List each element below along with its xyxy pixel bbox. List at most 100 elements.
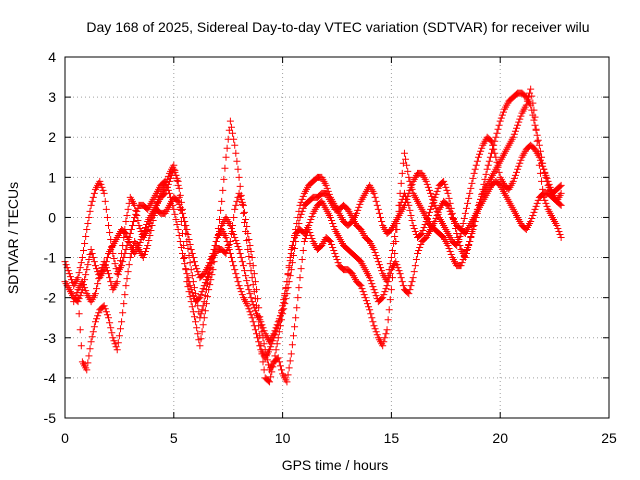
- data-point: [419, 226, 427, 234]
- data-point: [542, 199, 550, 207]
- data-point: [200, 314, 208, 322]
- data-point: [385, 306, 393, 314]
- data-point: [405, 290, 413, 298]
- data-point: [88, 250, 96, 258]
- data-point: [103, 213, 111, 221]
- data-point: [272, 346, 280, 354]
- data-point: [234, 243, 242, 251]
- x-tick-label: 0: [61, 430, 69, 446]
- data-point: [175, 231, 183, 239]
- data-point: [371, 249, 379, 257]
- data-point: [162, 180, 170, 188]
- data-point: [180, 213, 188, 221]
- data-point: [515, 162, 523, 170]
- data-point: [447, 251, 455, 259]
- data-point: [276, 362, 284, 370]
- data-point: [222, 153, 230, 161]
- data-point: [188, 250, 196, 258]
- data-point: [287, 246, 295, 254]
- data-point: [85, 213, 93, 221]
- data-point: [257, 318, 265, 326]
- data-point: [171, 166, 179, 174]
- data-point: [378, 295, 386, 303]
- data-point: [386, 296, 394, 304]
- data-point: [202, 276, 210, 284]
- chart-title: Day 168 of 2025, Sidereal Day-to-day VTE…: [86, 19, 589, 35]
- data-point: [289, 332, 297, 340]
- data-point: [231, 234, 239, 241]
- data-point: [524, 93, 532, 101]
- data-point: [184, 274, 192, 282]
- data-point: [295, 284, 303, 292]
- data-point: [115, 264, 123, 272]
- data-point: [513, 168, 521, 176]
- data-point: [467, 184, 475, 192]
- data-point: [134, 216, 142, 224]
- data-point: [78, 278, 86, 286]
- data-point: [484, 161, 492, 169]
- data-point: [283, 278, 291, 286]
- data-point: [280, 299, 288, 307]
- data-point: [476, 150, 484, 158]
- data-point: [198, 306, 206, 314]
- data-point: [517, 112, 525, 120]
- data-point: [103, 311, 111, 319]
- data-point: [322, 181, 330, 189]
- data-point: [103, 254, 111, 262]
- data-point: [461, 250, 469, 258]
- data-point: [207, 256, 215, 264]
- data-point: [375, 261, 383, 269]
- data-point: [91, 290, 99, 298]
- data-point: [395, 267, 403, 275]
- data-point: [189, 254, 197, 262]
- y-tick-label: 0: [48, 209, 56, 225]
- data-point: [184, 230, 192, 238]
- data-point: [534, 196, 542, 204]
- data-point: [494, 125, 502, 133]
- data-point: [93, 265, 101, 273]
- data-point: [371, 325, 379, 333]
- data-point: [250, 270, 258, 278]
- data-point: [230, 262, 238, 270]
- data-point: [355, 203, 363, 211]
- data-point: [292, 314, 300, 322]
- data-point: [287, 350, 295, 358]
- data-point: [306, 218, 314, 226]
- data-point: [298, 195, 306, 203]
- data-point: [171, 210, 179, 218]
- data-point: [298, 256, 306, 264]
- data-point: [494, 163, 502, 171]
- data-point: [122, 217, 130, 225]
- data-point: [538, 159, 546, 167]
- data-point: [96, 177, 104, 185]
- data-point: [490, 145, 498, 153]
- data-point: [234, 278, 242, 286]
- data-point: [427, 189, 435, 197]
- data-point: [245, 305, 253, 313]
- data-point: [372, 197, 380, 205]
- data-point: [305, 221, 313, 229]
- data-point: [405, 173, 413, 181]
- data-point: [294, 213, 302, 221]
- data-point: [121, 291, 129, 299]
- data-point: [543, 174, 551, 182]
- data-point: [212, 238, 220, 246]
- data-point: [410, 224, 418, 232]
- data-point: [202, 300, 210, 308]
- data-point: [383, 282, 391, 290]
- data-point: [62, 261, 70, 269]
- data-point: [421, 220, 429, 228]
- data-point: [531, 205, 539, 213]
- data-point: [256, 342, 264, 350]
- data-point: [133, 211, 141, 219]
- data-point: [373, 255, 381, 263]
- x-tick-label: 25: [601, 430, 617, 446]
- data-point: [248, 314, 256, 322]
- data-point: [181, 217, 189, 225]
- data-point: [84, 219, 92, 227]
- data-point: [190, 258, 198, 266]
- data-point: [528, 214, 536, 222]
- data-point: [460, 214, 468, 222]
- data-point: [86, 207, 94, 215]
